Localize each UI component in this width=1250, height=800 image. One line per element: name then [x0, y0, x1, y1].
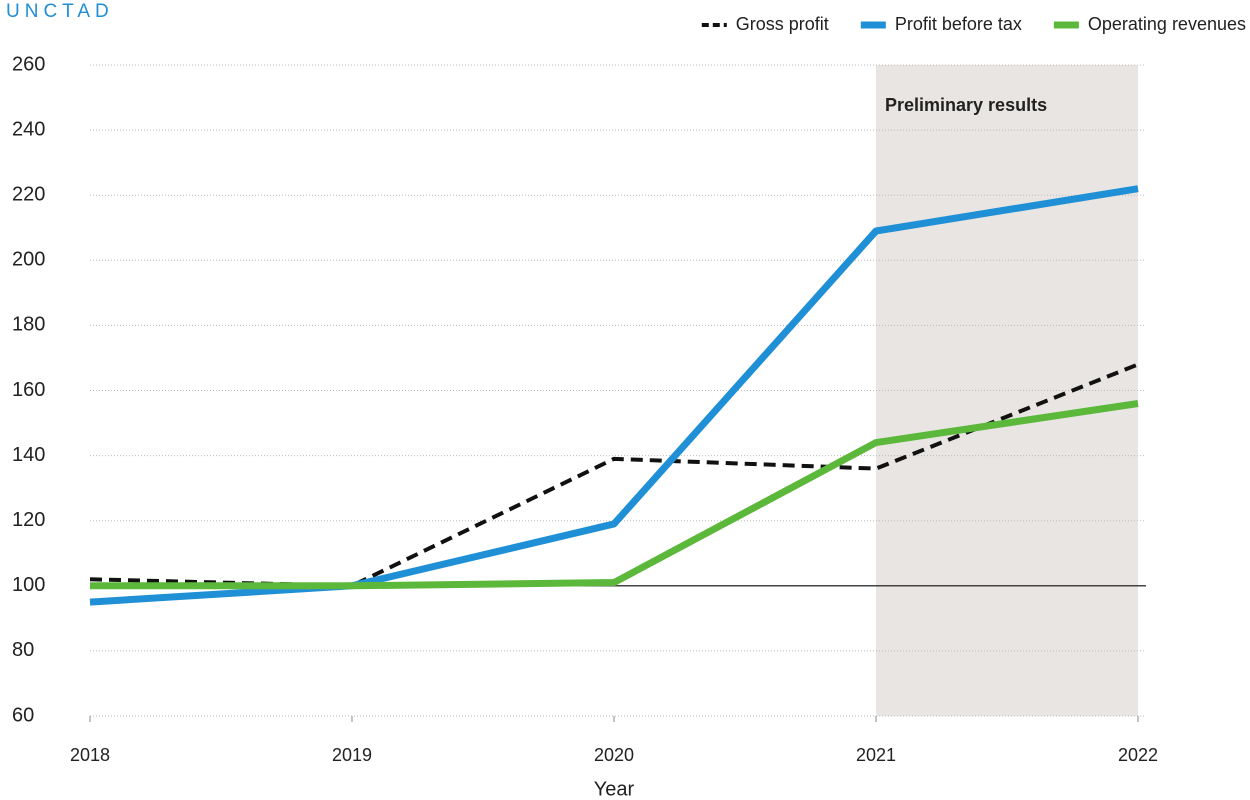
x-tick-label: 2019	[332, 745, 372, 765]
legend-label: Operating revenues	[1088, 14, 1246, 34]
region-label: Preliminary results	[885, 95, 1047, 115]
legend-label: Gross profit	[736, 14, 829, 34]
x-tick-label: 2021	[856, 745, 896, 765]
y-tick-label: 220	[12, 183, 45, 205]
y-tick-label: 140	[12, 444, 45, 466]
y-tick-label: 80	[12, 639, 34, 661]
series-line	[89, 185, 1139, 606]
brand: UNCTAD	[6, 1, 114, 22]
x-tick-label: 2018	[70, 745, 110, 765]
y-tick-label: 180	[12, 314, 45, 336]
legend-label: Profit before tax	[895, 14, 1022, 34]
y-tick-label: 120	[12, 509, 45, 531]
y-tick-label: 240	[12, 118, 45, 140]
x-tick-label: 2020	[594, 745, 634, 765]
x-axis-label: Year	[594, 778, 635, 800]
y-tick-label: 200	[12, 249, 45, 271]
x-tick-label: 2022	[1118, 745, 1158, 765]
shaded-region	[876, 65, 1138, 716]
y-tick-label: 260	[12, 53, 45, 75]
y-tick-label: 60	[12, 704, 34, 726]
y-tick-label: 160	[12, 379, 45, 401]
series-line	[90, 400, 1139, 590]
y-tick-label: 100	[12, 574, 45, 596]
